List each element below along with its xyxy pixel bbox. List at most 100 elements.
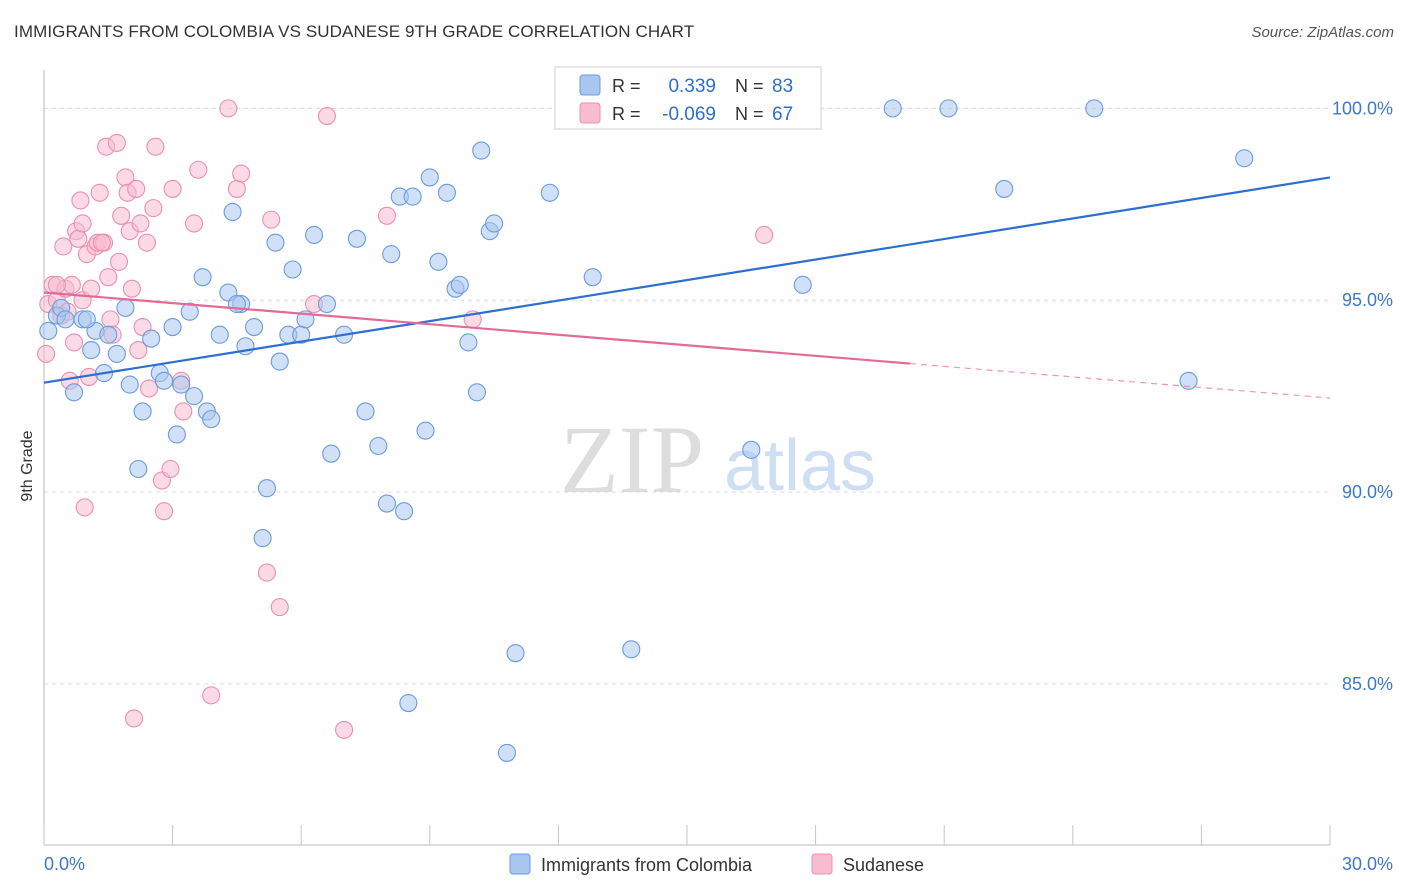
x-tick-label-min: 0.0% <box>44 854 85 874</box>
sudanese-trend-line <box>43 291 910 365</box>
y-tick-label: 95.0% <box>1342 290 1393 310</box>
sudanese-point <box>122 279 141 298</box>
x-tick-label-max: 30.0% <box>1342 854 1393 874</box>
colombia-point <box>1235 149 1254 168</box>
sudanese-point <box>154 502 174 521</box>
colombia-point <box>244 318 264 337</box>
colombia-point <box>120 375 139 394</box>
x-tick-labels: 0.0% 30.0% <box>44 854 1393 874</box>
colombia-point <box>403 187 422 206</box>
colombia-point <box>369 436 388 456</box>
axes <box>43 70 1331 846</box>
colombia-point <box>622 640 641 659</box>
sudanese-point <box>377 206 396 225</box>
sudanese-point <box>109 252 129 271</box>
sudanese-point <box>124 709 144 728</box>
stats-r-value-sudanese: -0.069 <box>662 104 716 125</box>
colombia-point <box>356 402 375 421</box>
sudanese-point <box>62 275 81 294</box>
y-tick-label: 85.0% <box>1342 674 1393 694</box>
colombia-point <box>202 410 221 429</box>
colombia-point <box>266 233 285 252</box>
sudanese-point <box>232 164 251 183</box>
colombia-point <box>429 252 448 271</box>
colombia-point <box>305 225 324 245</box>
colombia-point <box>742 440 761 459</box>
colombia-point <box>395 502 414 521</box>
colombia-point <box>180 302 199 321</box>
colombia-point <box>133 402 152 421</box>
sudanese-point <box>335 720 354 739</box>
sudanese-point <box>144 199 163 218</box>
sudanese-point <box>92 233 111 252</box>
colombia-point <box>210 325 229 344</box>
sudanese-point <box>47 275 66 294</box>
colombia-point <box>257 479 276 498</box>
y-tick-label: 100.0% <box>1332 98 1393 118</box>
stats-r-value-colombia: 0.339 <box>668 76 716 97</box>
sudanese-point <box>75 498 94 517</box>
sudanese-point <box>270 598 289 617</box>
colombia-point <box>322 444 341 463</box>
colombia-point <box>377 494 396 513</box>
colombia-point <box>116 298 135 317</box>
colombia-point <box>497 743 517 762</box>
stats-legend: R = 0.339 N = 83 R = -0.069 N = 67 <box>554 66 822 130</box>
sudanese-point <box>146 137 165 156</box>
colombia-point <box>227 294 246 314</box>
stats-swatch-sudanese <box>579 102 601 124</box>
sudanese-point <box>163 179 182 198</box>
colombia-point <box>77 310 96 329</box>
sudanese-point <box>257 563 276 582</box>
sudanese-point <box>262 210 281 229</box>
colombia-point <box>107 344 126 363</box>
colombia-point <box>193 268 212 287</box>
sudanese-point <box>227 179 246 198</box>
sudanese-point <box>54 237 73 256</box>
colombia-point <box>39 321 58 340</box>
legend-swatch-sudanese <box>811 853 833 875</box>
colombia-point <box>939 99 958 118</box>
trend-lines <box>43 176 1331 399</box>
legend-label-sudanese: Sudanese <box>843 855 924 875</box>
sudanese-point <box>82 279 101 298</box>
colombia-point <box>583 268 602 287</box>
colombia-point <box>283 260 302 279</box>
sudanese-point <box>90 183 109 202</box>
colombia-point <box>506 644 525 663</box>
colombia-point <box>485 214 504 233</box>
y-tick-labels: 85.0% 90.0% 95.0% 100.0% <box>1332 98 1393 693</box>
colombia-point <box>184 387 204 406</box>
colombia-point <box>347 229 366 248</box>
colombia-point <box>437 183 456 202</box>
colombia-point <box>82 341 101 360</box>
colombia-point <box>99 325 118 344</box>
sudanese-point <box>73 214 92 233</box>
sudanese-point <box>107 133 126 152</box>
watermark: ZIP atlas <box>560 406 876 513</box>
sudanese-point <box>184 214 204 233</box>
stats-r-label-sudanese: R = <box>612 104 641 124</box>
stats-n-label-sudanese: N = <box>735 104 764 124</box>
y-tick-label: 90.0% <box>1342 482 1393 502</box>
colombia-point <box>167 425 186 444</box>
sudanese-point <box>69 229 88 248</box>
series-legend: Immigrants from Colombia Sudanese <box>509 853 924 875</box>
sudanese-point <box>219 99 238 118</box>
colombia-point <box>382 245 401 264</box>
colombia-point <box>129 459 148 479</box>
colombia-point <box>223 202 242 222</box>
colombia-point <box>154 371 174 390</box>
sudanese-point <box>127 179 146 198</box>
colombia-point <box>172 375 191 394</box>
colombia-point <box>317 294 336 314</box>
sudanese-point <box>755 225 774 245</box>
sudanese-point <box>99 268 118 287</box>
colombia-point <box>793 275 812 294</box>
sudanese-point <box>139 379 159 398</box>
sudanese-trend-extension <box>909 362 1331 399</box>
source-label: Source: ZipAtlas.com <box>1251 24 1394 41</box>
sudanese-point <box>137 233 156 252</box>
sudanese-point <box>37 344 56 363</box>
sudanese-point <box>174 402 193 421</box>
